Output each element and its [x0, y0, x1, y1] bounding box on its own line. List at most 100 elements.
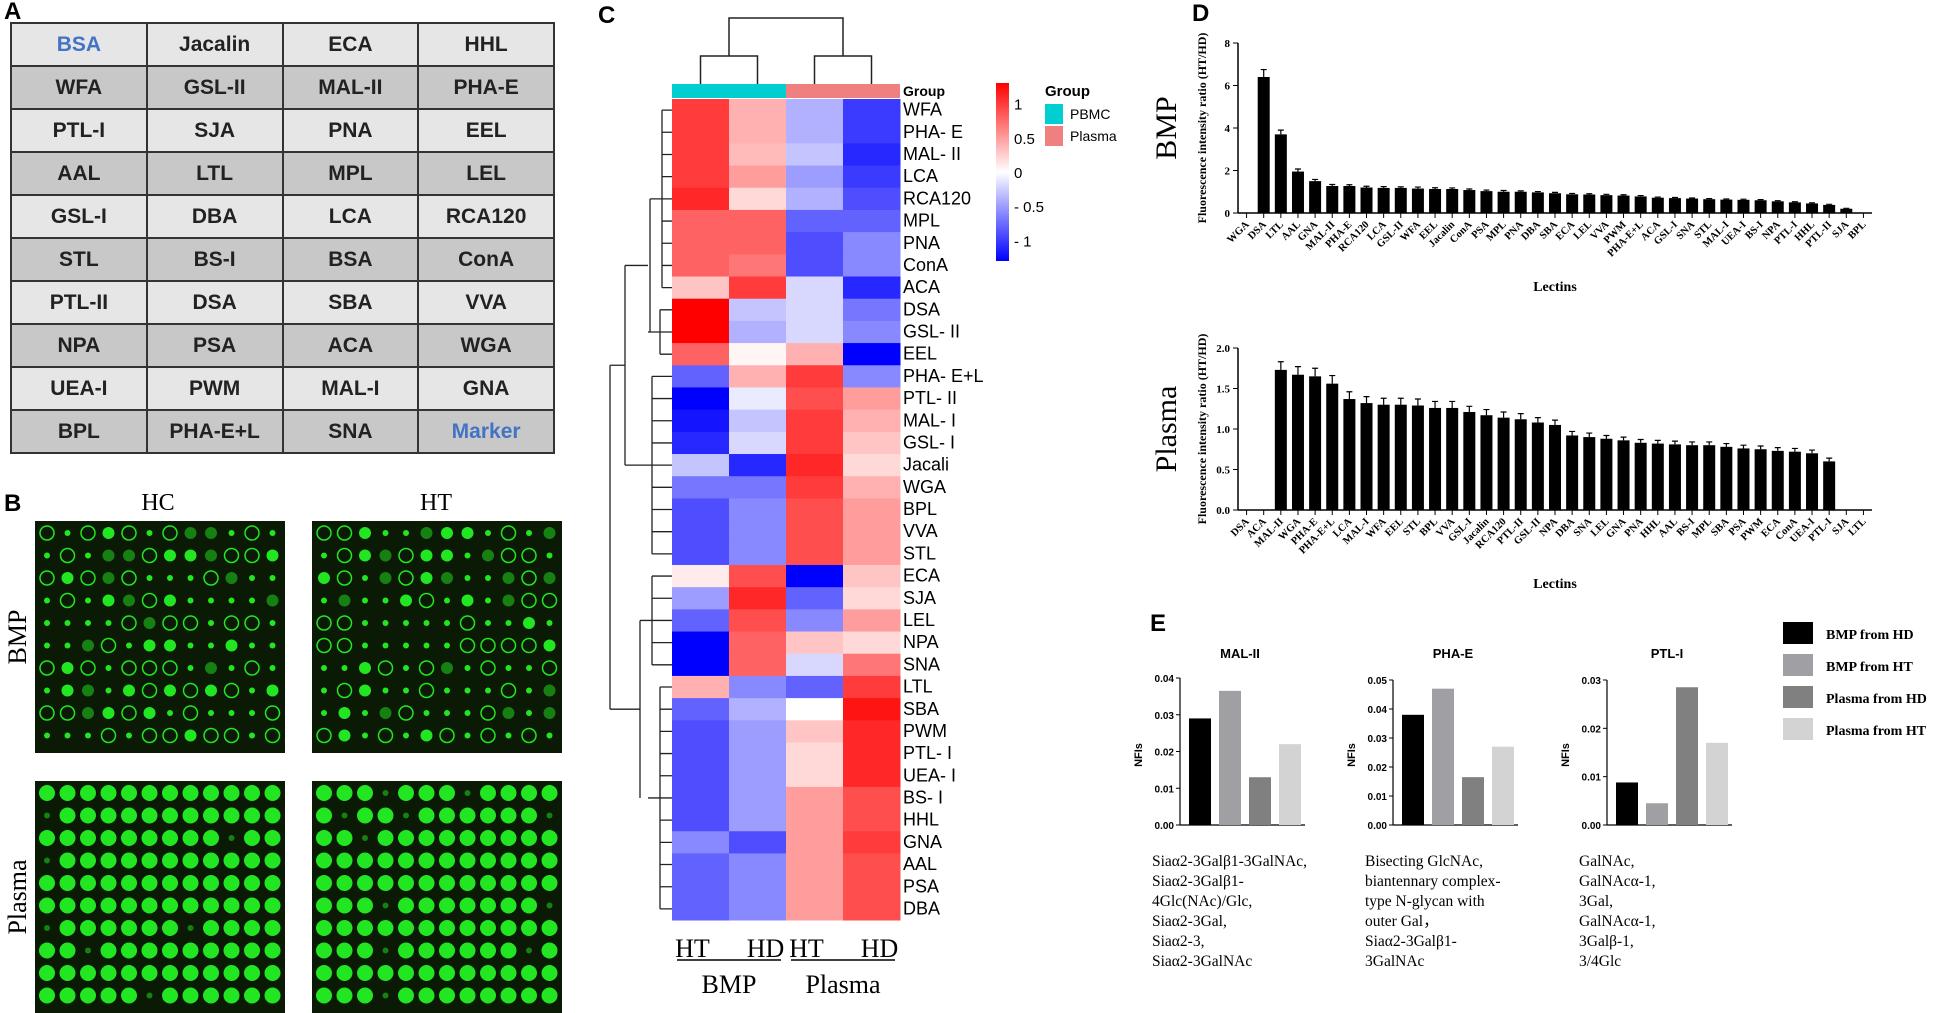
heatmap-cell	[786, 232, 844, 255]
heatmap-cell	[843, 609, 901, 633]
array-spot	[398, 705, 414, 721]
array-spot	[382, 947, 389, 954]
heatmap-cell	[786, 564, 844, 588]
array-spot	[162, 615, 178, 631]
lectin-cell: ECA	[281, 22, 420, 67]
lectin-cell: DBA	[145, 194, 284, 239]
error-bar	[1380, 397, 1387, 405]
heatmap-cell	[729, 232, 787, 255]
array-spot	[80, 660, 96, 676]
array-spot	[249, 575, 255, 581]
array-spot	[208, 597, 214, 604]
array-spot	[418, 592, 435, 609]
lectin-cell: GNA	[417, 366, 555, 411]
array-spot	[439, 785, 455, 801]
panel-label-d: D	[1192, 0, 1210, 27]
error-bar	[1620, 436, 1627, 441]
heatmap-cell	[729, 209, 787, 233]
array-spot	[269, 530, 276, 536]
lectin-cell: PHA-E+L	[145, 409, 284, 454]
bar	[1497, 191, 1510, 213]
heatmap-cell	[786, 99, 844, 122]
heatmap-cell	[786, 653, 844, 677]
chart-panel-title: Plasma	[1150, 386, 1183, 473]
array-spot	[121, 807, 137, 824]
array-spot	[59, 920, 76, 936]
lectin-cell: MAL-I	[281, 366, 420, 411]
array-spot	[44, 812, 50, 819]
heatmap-cell	[786, 875, 844, 899]
array-spot	[249, 687, 255, 694]
heatmap-cell	[729, 254, 787, 278]
array-spot	[502, 572, 515, 584]
bar	[1402, 714, 1424, 825]
array-spot	[80, 852, 96, 869]
array-spot	[357, 897, 373, 914]
array-spot	[316, 852, 332, 869]
array-spot	[100, 987, 117, 1004]
error-bar	[1791, 447, 1798, 452]
lectin-table-row: STL BS-I BSA ConA	[10, 237, 555, 282]
bar	[1703, 445, 1716, 510]
array-spot	[121, 897, 137, 914]
array-spot	[398, 852, 414, 869]
array-spot	[382, 992, 389, 999]
heatmap-cell	[843, 387, 901, 411]
array-spot	[59, 705, 76, 721]
y-axis-title: Fluorescence intensity ratio (HT/HD)	[1195, 334, 1209, 525]
array-spot	[80, 785, 96, 801]
array-spot	[362, 835, 368, 841]
heatmap-cell	[672, 720, 730, 743]
bar	[1463, 411, 1476, 510]
lectin-microarray-image	[312, 781, 562, 1013]
array-spot	[321, 552, 327, 559]
array-spot	[223, 965, 240, 981]
error-bar	[1723, 442, 1730, 447]
array-spot	[264, 807, 281, 824]
array-spot	[398, 830, 414, 846]
array-spot	[269, 620, 276, 626]
array-spot	[44, 687, 50, 694]
array-spot	[126, 642, 132, 649]
lectin-cell: PSA	[145, 323, 284, 368]
error-bar	[1706, 197, 1713, 200]
array-spot	[85, 620, 91, 626]
array-spot	[39, 660, 55, 676]
y-tick-label: 6	[1225, 81, 1231, 93]
bar	[1309, 181, 1322, 213]
array-spot	[439, 987, 455, 1004]
array-spot	[100, 965, 117, 981]
array-spot	[264, 942, 281, 959]
heatmap-cell	[729, 675, 787, 699]
array-spot	[44, 642, 50, 649]
array-spot	[269, 665, 276, 671]
array-spot	[100, 807, 117, 824]
heatmap-row-label: UEA- I	[903, 765, 956, 785]
array-spot	[439, 897, 455, 914]
heatmap-row-label: WFA	[903, 100, 942, 120]
array-spot	[418, 875, 435, 891]
array-spot	[362, 575, 368, 581]
heatmap-cell	[729, 365, 787, 388]
bar	[1634, 196, 1647, 213]
lectin-cell: PTL-II	[10, 280, 148, 325]
heatmap-cell	[729, 831, 787, 854]
array-spot	[423, 642, 430, 649]
caption-line: 3Galβ-1,	[1579, 933, 1634, 950]
heatmap-cell	[786, 365, 844, 388]
array-spot	[102, 707, 115, 719]
error-bar	[1329, 374, 1336, 384]
array-spot	[480, 852, 496, 869]
error-bar	[1603, 193, 1610, 196]
heatmap-cell	[786, 254, 844, 278]
heatmap-cell	[786, 520, 844, 544]
heatmap-cell	[786, 764, 844, 788]
array-spot	[398, 942, 414, 959]
y-tick-label: 2.0	[1216, 343, 1230, 355]
array-spot	[141, 807, 158, 824]
array-spot	[244, 897, 260, 914]
array-spot	[357, 942, 373, 959]
array-spot	[269, 642, 276, 649]
heatmap-cell	[786, 498, 844, 522]
array-spot	[162, 987, 178, 1004]
